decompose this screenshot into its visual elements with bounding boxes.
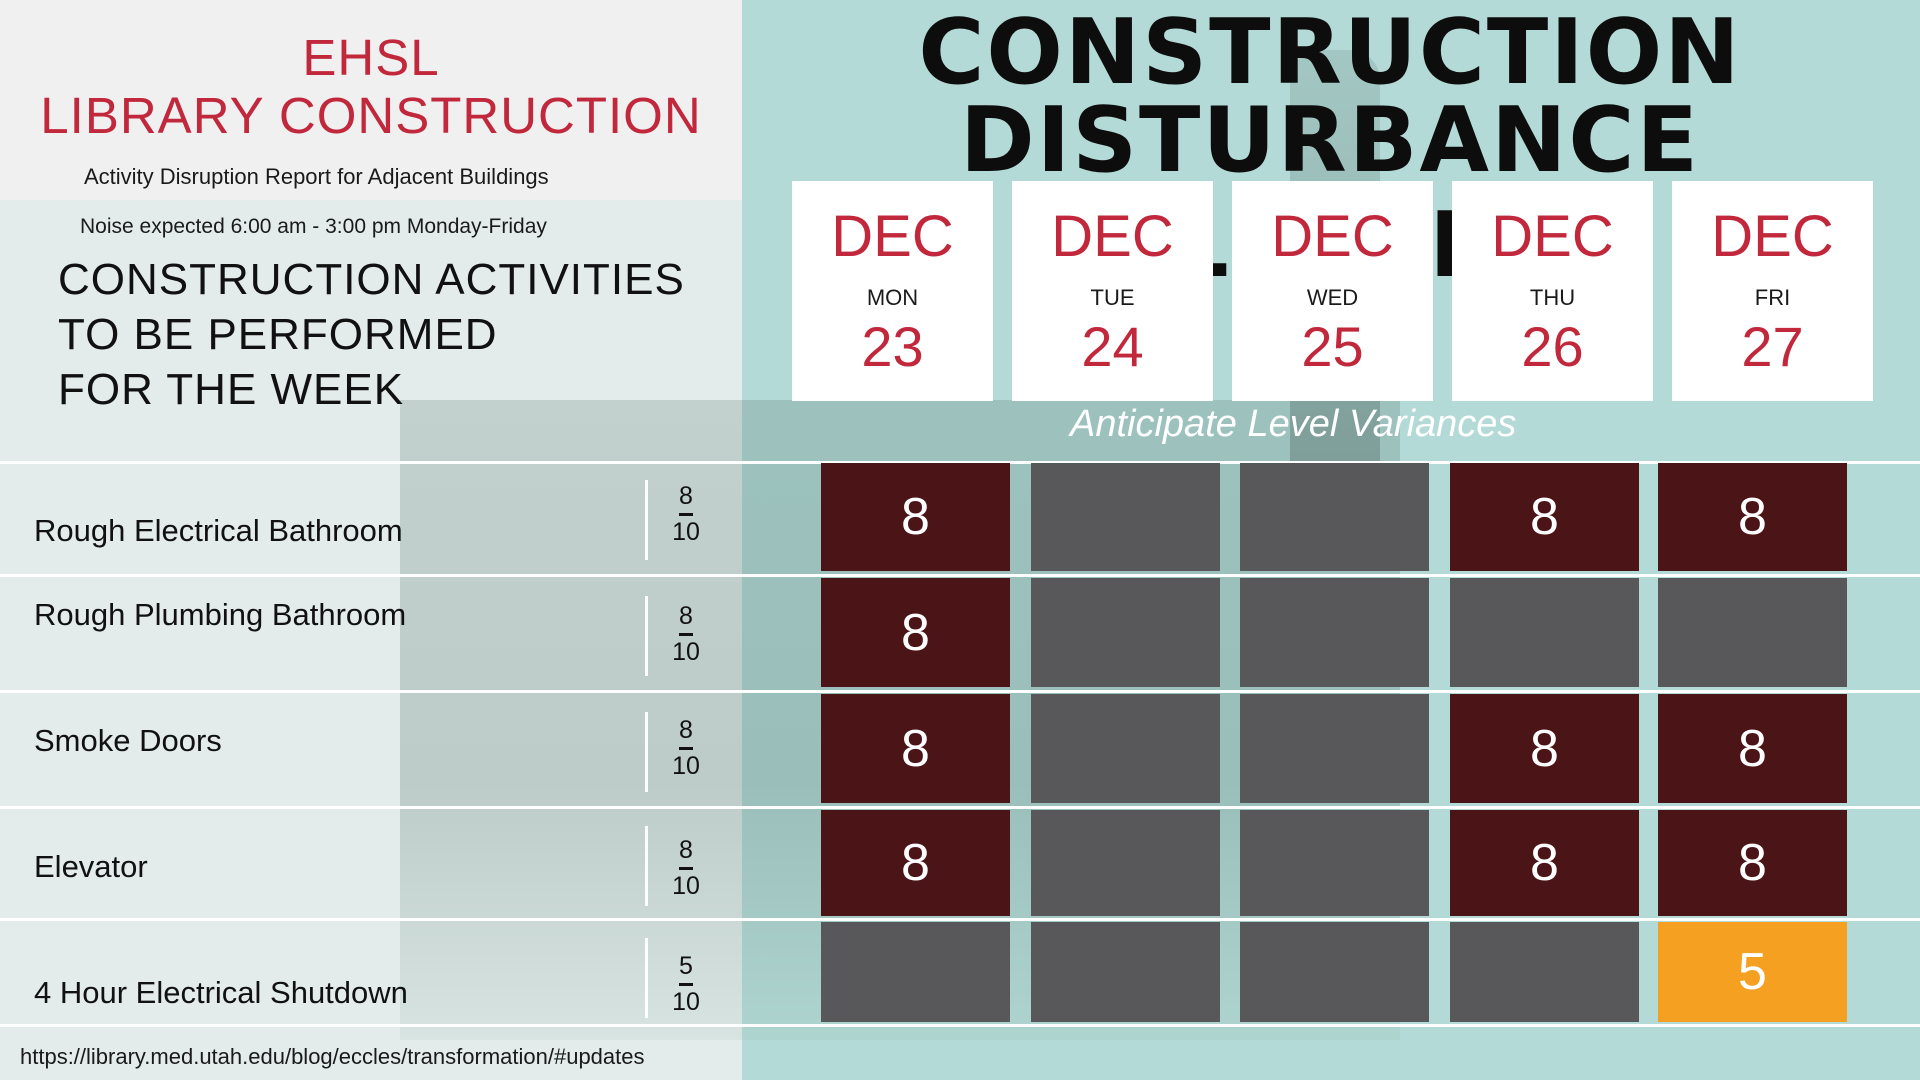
level-cell xyxy=(1658,578,1847,687)
day-weekday: WED xyxy=(1306,285,1359,310)
level-cell xyxy=(1240,922,1429,1022)
level-cell xyxy=(1031,694,1220,803)
activities-heading-line2: TO BE PERFORMED xyxy=(58,310,498,359)
day-weekday: MON xyxy=(866,285,919,310)
level-cell: 8 xyxy=(1658,694,1847,803)
variance-note: Anticipate Level Variances xyxy=(1070,403,1517,445)
column-divider xyxy=(645,596,648,676)
day-weekday: FRI xyxy=(1754,285,1791,310)
updates-link[interactable]: https://library.med.utah.edu/blog/eccles… xyxy=(20,1044,645,1069)
level-fraction: 5 10 xyxy=(660,954,712,1015)
day-date: 27 xyxy=(1741,315,1804,378)
level-scale: 10 xyxy=(672,872,700,900)
level-cell xyxy=(1450,922,1639,1022)
page-title-line1: EHSL xyxy=(302,29,440,86)
day-weekday: TUE xyxy=(1090,285,1135,310)
level-scale: 10 xyxy=(672,638,700,666)
level-cell: 8 xyxy=(821,694,1010,803)
activity-label: Elevator xyxy=(34,849,148,884)
row-divider xyxy=(0,574,1920,577)
row-divider xyxy=(0,1024,1920,1027)
level-cell: 8 xyxy=(1658,810,1847,916)
day-card-thu: DEC THU 26 xyxy=(1452,181,1653,401)
level-cell: 8 xyxy=(1450,463,1639,571)
level-cell xyxy=(1031,463,1220,571)
level-scale: 10 xyxy=(672,752,700,780)
level-value: 5 xyxy=(679,952,693,980)
level-cell xyxy=(1240,463,1429,571)
level-cell: 8 xyxy=(821,463,1010,571)
level-cell: 8 xyxy=(821,578,1010,687)
row-divider xyxy=(0,690,1920,693)
activity-label: Rough Electrical Bathroom xyxy=(34,513,403,548)
day-card-wed: DEC WED 25 xyxy=(1232,181,1433,401)
level-cell: 5 xyxy=(1658,922,1847,1022)
day-date: 26 xyxy=(1521,315,1584,378)
row-divider xyxy=(0,461,1920,464)
level-value: 8 xyxy=(679,836,693,864)
day-card-tue: DEC TUE 24 xyxy=(1012,181,1213,401)
activity-label: Smoke Doors xyxy=(34,723,222,758)
day-month: DEC xyxy=(1271,204,1394,269)
level-scale: 10 xyxy=(672,518,700,546)
level-cell: 8 xyxy=(821,810,1010,916)
level-cell: 8 xyxy=(1658,463,1847,571)
level-fraction: 8 10 xyxy=(660,604,712,665)
level-cell xyxy=(1031,578,1220,687)
day-month: DEC xyxy=(831,204,954,269)
activities-heading-line3: FOR THE WEEK xyxy=(58,365,405,414)
day-date: 25 xyxy=(1301,315,1364,378)
day-month: DEC xyxy=(1711,204,1834,269)
level-cell xyxy=(1031,810,1220,916)
level-cell xyxy=(821,922,1010,1022)
level-fraction: 8 10 xyxy=(660,484,712,545)
day-card-fri: DEC FRI 27 xyxy=(1672,181,1873,401)
column-divider xyxy=(645,938,648,1018)
level-cell xyxy=(1240,578,1429,687)
level-fraction: 8 10 xyxy=(660,838,712,899)
level-cell xyxy=(1240,810,1429,916)
main-title-line1: CONSTRUCTION xyxy=(918,0,1742,105)
level-value: 8 xyxy=(679,602,693,630)
day-date: 23 xyxy=(861,315,924,378)
activity-label: Rough Plumbing Bathroom xyxy=(34,597,407,632)
activity-label: 4 Hour Electrical Shutdown xyxy=(34,975,408,1010)
day-month: DEC xyxy=(1051,204,1174,269)
level-scale: 10 xyxy=(672,988,700,1016)
day-month: DEC xyxy=(1491,204,1614,269)
day-card-mon: DEC MON 23 xyxy=(792,181,993,401)
header-background xyxy=(0,0,742,200)
level-value: 8 xyxy=(679,716,693,744)
day-weekday: THU xyxy=(1529,285,1576,310)
page-title-line2: LIBRARY CONSTRUCTION xyxy=(40,87,702,144)
column-divider xyxy=(645,712,648,792)
row-divider xyxy=(0,806,1920,809)
activities-heading-line1: CONSTRUCTION ACTIVITIES xyxy=(58,255,685,304)
level-cell xyxy=(1031,922,1220,1022)
level-fraction: 8 10 xyxy=(660,718,712,779)
column-divider xyxy=(645,480,648,560)
day-date: 24 xyxy=(1081,315,1144,378)
row-divider xyxy=(0,918,1920,921)
level-cell: 8 xyxy=(1450,694,1639,803)
level-cell xyxy=(1240,694,1429,803)
level-value: 8 xyxy=(679,482,693,510)
level-cell: 8 xyxy=(1450,810,1639,916)
level-cell xyxy=(1450,578,1639,687)
noise-schedule: Noise expected 6:00 am - 3:00 pm Monday-… xyxy=(80,215,547,238)
column-divider xyxy=(645,826,648,906)
report-subtitle: Activity Disruption Report for Adjacent … xyxy=(84,164,549,189)
